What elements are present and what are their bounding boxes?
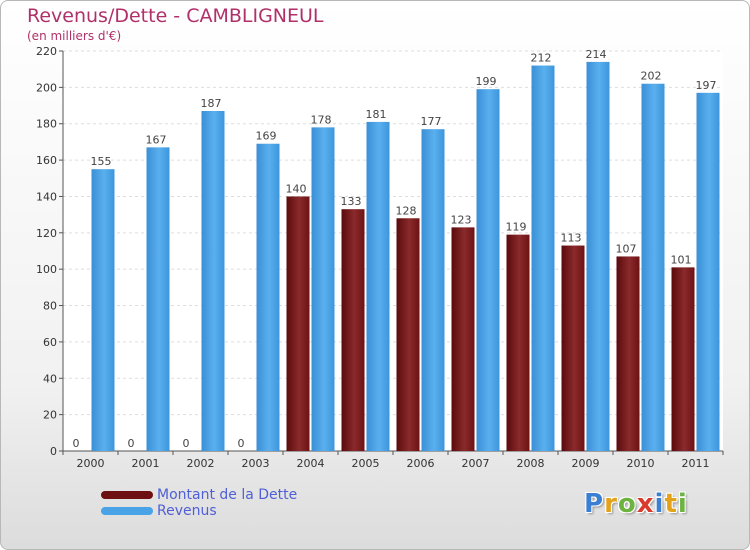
- bar-dette: [616, 256, 640, 451]
- data-label-dette: 140: [286, 182, 307, 195]
- bar-revenus: [256, 143, 280, 451]
- logo-letter: x: [636, 489, 655, 519]
- legend-label-revenus: Revenus: [157, 503, 217, 519]
- bar-revenus: [146, 147, 170, 451]
- y-tick-label: 0: [50, 445, 57, 458]
- logo-letter: r: [604, 489, 618, 519]
- bar-revenus: [641, 83, 665, 452]
- bar-dette: [671, 267, 695, 451]
- data-label-dette: 107: [616, 242, 637, 255]
- bar-dette: [396, 218, 420, 451]
- bar-revenus: [476, 89, 500, 451]
- plot-area: [63, 51, 723, 451]
- legend-label-dette: Montant de la Dette: [157, 487, 298, 503]
- data-label-revenus: 178: [311, 113, 332, 126]
- y-tick-label: 200: [36, 81, 57, 94]
- chart-subtitle: (en milliers d'€): [27, 29, 122, 43]
- x-tick-label: 2010: [627, 457, 655, 470]
- legend: Montant de la Dette Revenus: [101, 487, 297, 519]
- y-tick-label: 120: [36, 227, 57, 240]
- legend-swatch-revenus: [101, 507, 153, 515]
- x-tick-label: 2003: [242, 457, 270, 470]
- data-label-dette: 0: [73, 437, 80, 450]
- data-label-dette: 119: [506, 221, 527, 234]
- legend-swatch-dette: [101, 491, 153, 499]
- data-label-revenus: 199: [476, 75, 497, 88]
- data-label-revenus: 177: [421, 115, 442, 128]
- data-label-dette: 123: [451, 213, 472, 226]
- data-label-revenus: 181: [366, 108, 387, 121]
- x-tick-label: 2001: [132, 457, 160, 470]
- bar-revenus: [366, 121, 390, 451]
- proxiti-logo: Proxiti: [584, 489, 688, 519]
- y-tick-label: 80: [43, 300, 57, 313]
- x-tick-label: 2006: [407, 457, 435, 470]
- x-tick-label: 2004: [297, 457, 325, 470]
- chart-title: Revenus/Dette - CAMBLIGNEUL: [27, 5, 324, 27]
- data-label-dette: 0: [128, 437, 135, 450]
- data-label-revenus: 212: [531, 52, 552, 65]
- logo-letter: i: [677, 489, 688, 519]
- data-label-revenus: 197: [696, 79, 717, 92]
- y-tick-label: 100: [36, 263, 57, 276]
- y-tick-label: 180: [36, 118, 57, 131]
- y-tick-label: 140: [36, 190, 57, 203]
- data-label-dette: 133: [341, 195, 362, 208]
- data-label-dette: 101: [671, 253, 692, 266]
- bar-dette: [341, 209, 365, 451]
- bar-revenus: [696, 92, 720, 452]
- bar-revenus: [201, 111, 225, 451]
- data-label-revenus: 169: [256, 130, 277, 143]
- bar-revenus: [421, 129, 445, 451]
- x-tick-label: 2007: [462, 457, 490, 470]
- x-tick-label: 2011: [682, 457, 710, 470]
- y-tick-label: 160: [36, 154, 57, 167]
- y-tick-label: 60: [43, 336, 57, 349]
- bar-revenus: [311, 127, 335, 451]
- data-label-revenus: 167: [146, 133, 167, 146]
- x-tick-label: 2000: [77, 457, 105, 470]
- logo-letter: P: [584, 489, 605, 519]
- data-label-dette: 0: [238, 437, 245, 450]
- bar-revenus: [586, 61, 610, 452]
- y-tick-label: 40: [43, 372, 57, 385]
- y-tick-label: 20: [43, 409, 57, 422]
- data-label-dette: 0: [183, 437, 190, 450]
- x-tick-label: 2008: [517, 457, 545, 470]
- data-label-revenus: 202: [641, 70, 662, 83]
- bar-revenus: [91, 169, 115, 451]
- bar-revenus: [531, 65, 555, 451]
- legend-item-revenus: Revenus: [101, 503, 297, 519]
- y-tick-label: 220: [36, 45, 57, 58]
- bar-dette: [561, 245, 585, 451]
- logo-letter: o: [617, 489, 637, 519]
- data-label-revenus: 187: [201, 97, 222, 110]
- legend-item-dette: Montant de la Dette: [101, 487, 297, 503]
- bar-dette: [286, 196, 310, 451]
- bar-dette: [506, 234, 530, 451]
- logo-letter: t: [664, 489, 678, 519]
- bar-dette: [451, 227, 475, 451]
- data-label-revenus: 155: [91, 155, 112, 168]
- x-tick-label: 2002: [187, 457, 215, 470]
- logo-letter: i: [654, 489, 665, 519]
- data-label-dette: 113: [561, 232, 582, 245]
- x-tick-label: 2005: [352, 457, 380, 470]
- x-tick-label: 2009: [572, 457, 600, 470]
- data-label-revenus: 214: [586, 48, 607, 61]
- data-label-dette: 128: [396, 204, 417, 217]
